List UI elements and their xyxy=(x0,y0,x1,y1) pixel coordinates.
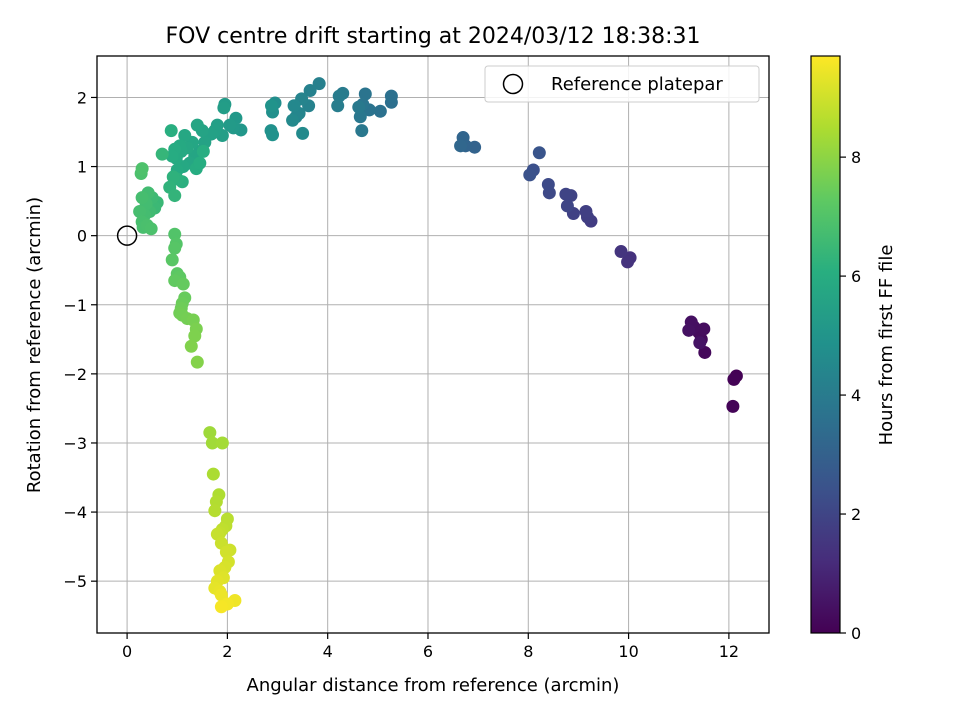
data-point xyxy=(726,399,740,413)
data-point xyxy=(176,277,190,291)
data-points xyxy=(133,77,743,614)
data-point xyxy=(541,178,555,192)
data-point xyxy=(165,253,179,267)
x-tick-label: 8 xyxy=(523,642,533,661)
data-point xyxy=(168,241,182,255)
data-point xyxy=(682,323,696,337)
colorbar-tick-label: 4 xyxy=(851,386,861,405)
data-point xyxy=(579,204,593,218)
colorbar: 0 2 4 6 8 Hours from first FF file xyxy=(810,55,897,643)
data-point xyxy=(384,89,398,103)
legend: Reference platepar xyxy=(484,65,760,103)
data-point xyxy=(287,99,301,113)
data-point xyxy=(312,77,326,91)
y-axis-ticks: −5 −4 −3 −2 −1 0 1 2 xyxy=(63,88,97,591)
data-point xyxy=(265,99,279,113)
data-point xyxy=(303,84,317,98)
data-point xyxy=(168,227,182,241)
legend-entry-reference: Reference platepar xyxy=(551,74,723,95)
data-point xyxy=(286,113,300,127)
y-tick-label: 2 xyxy=(77,88,87,107)
data-point xyxy=(168,189,182,203)
data-point xyxy=(523,168,537,182)
colorbar-tick-label: 6 xyxy=(851,267,861,286)
data-point xyxy=(208,504,222,518)
data-point xyxy=(217,101,231,115)
data-point xyxy=(144,222,158,236)
y-tick-label: −3 xyxy=(63,434,87,453)
data-point xyxy=(155,147,169,161)
data-point xyxy=(532,146,546,160)
data-point xyxy=(178,128,192,142)
grid xyxy=(97,56,769,633)
data-point xyxy=(223,118,237,132)
data-point xyxy=(190,355,204,369)
colorbar-ticks: 0 2 4 6 8 xyxy=(840,148,861,643)
data-point xyxy=(166,170,180,184)
data-point xyxy=(352,100,366,114)
plot-frame xyxy=(96,55,770,634)
y-axis-label: Rotation from reference (arcmin) xyxy=(24,197,45,493)
data-point xyxy=(698,345,712,359)
data-point xyxy=(296,126,310,140)
x-axis-ticks: 0 2 4 6 8 10 12 xyxy=(122,633,739,661)
y-tick-label: −2 xyxy=(63,365,87,384)
x-tick-label: 12 xyxy=(719,642,739,661)
data-point xyxy=(331,99,345,113)
data-point xyxy=(697,322,711,336)
data-point xyxy=(266,128,280,142)
data-point xyxy=(205,436,219,450)
y-tick-label: −4 xyxy=(63,503,87,522)
data-point xyxy=(355,124,369,138)
y-tick-label: 1 xyxy=(77,158,87,177)
data-point xyxy=(693,336,707,350)
data-point xyxy=(164,124,178,138)
data-point xyxy=(206,467,220,481)
x-tick-label: 6 xyxy=(423,642,433,661)
reference-platepar-marker xyxy=(116,225,138,246)
data-point xyxy=(135,191,149,205)
y-tick-label: −1 xyxy=(63,296,87,315)
data-point xyxy=(621,255,635,269)
data-point xyxy=(560,199,574,213)
y-tick-label: −5 xyxy=(63,572,87,591)
data-point xyxy=(214,600,228,614)
legend-marker-reference xyxy=(502,73,524,95)
data-point xyxy=(332,89,346,103)
data-point xyxy=(727,372,741,386)
x-tick-label: 0 xyxy=(122,642,132,661)
colorbar-tick-label: 8 xyxy=(851,148,861,167)
colorbar-gradient xyxy=(810,55,841,634)
y-tick-label: 0 xyxy=(77,227,87,246)
x-axis-label: Angular distance from reference (arcmin) xyxy=(247,675,620,696)
chart-title: FOV centre drift starting at 2024/03/12 … xyxy=(166,24,701,49)
data-point xyxy=(165,149,179,163)
colorbar-label: Hours from first FF file xyxy=(876,245,897,446)
data-point xyxy=(219,545,233,559)
data-point xyxy=(133,204,147,218)
data-point xyxy=(188,329,202,343)
x-tick-label: 4 xyxy=(323,642,333,661)
x-tick-label: 2 xyxy=(222,642,232,661)
data-point xyxy=(193,156,207,170)
data-point xyxy=(203,426,217,440)
data-point xyxy=(215,436,229,450)
data-point xyxy=(454,139,468,153)
colorbar-tick-label: 0 xyxy=(851,624,861,643)
legend-box xyxy=(484,65,760,103)
data-point xyxy=(358,87,372,101)
colorbar-tick-label: 2 xyxy=(851,505,861,524)
x-tick-label: 10 xyxy=(618,642,638,661)
data-point xyxy=(614,245,628,259)
data-point xyxy=(135,162,149,176)
data-point xyxy=(373,104,387,118)
data-point xyxy=(559,187,573,201)
data-point xyxy=(353,110,367,124)
data-point xyxy=(190,118,204,132)
reference-marker-layer xyxy=(116,225,138,246)
data-point xyxy=(196,144,210,158)
data-point xyxy=(184,339,198,353)
